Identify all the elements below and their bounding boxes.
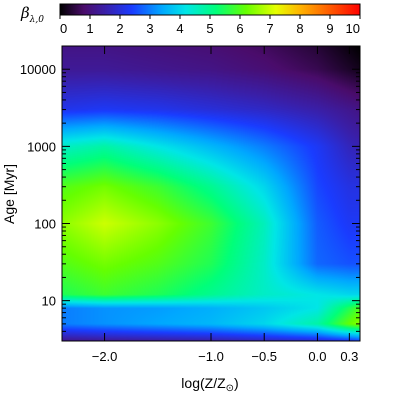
x-axis-label: log(Z/Z⊙): [181, 375, 238, 394]
colorbar-subscript: λ,0: [29, 15, 45, 25]
colorbar-tick-label: 4: [176, 21, 183, 36]
colorbar-tick-label: 6: [236, 21, 243, 36]
x-tick-label: −2.0: [92, 349, 118, 364]
y-tick-label: 10000: [20, 62, 56, 77]
colorbar-tick-label: 8: [296, 21, 303, 36]
colorbar-tick-label: 0: [60, 21, 67, 36]
colorbar-tick-label: 5: [206, 21, 213, 36]
x-tick-label: −0.5: [251, 349, 277, 364]
x-tick-label: 0.3: [340, 349, 358, 364]
colorbar-gradient: [59, 3, 361, 16]
x-axis-ticks: −2.0 −1.0 −0.5 0.0 0.3: [92, 46, 358, 364]
colorbar-symbol: β: [20, 4, 30, 22]
colorbar: βλ,0 0 1 2 3 4 5 6 7 8 9 10: [20, 3, 361, 36]
heatmap-image: [62, 46, 360, 341]
y-tick-label: 1000: [27, 139, 56, 154]
y-axis-label: Age [Myr]: [1, 164, 17, 224]
y-tick-label: 100: [34, 217, 56, 232]
y-axis-ticks: 10 100 1000 10000: [20, 45, 360, 342]
x-tick-label: −1.0: [198, 349, 224, 364]
y-tick-label: 10: [42, 294, 56, 309]
colorbar-tick-label: 3: [146, 21, 153, 36]
x-axis-label-sun: ⊙: [226, 383, 234, 394]
colorbar-tick-label: 7: [266, 21, 273, 36]
x-tick-label: 0.0: [308, 349, 326, 364]
colorbar-tick-label: 10: [346, 21, 360, 36]
colorbar-tick-label: 1: [86, 21, 93, 36]
colorbar-tick-label: 2: [116, 21, 123, 36]
colorbar-ticks: 0 1 2 3 4 5 6 7 8 9 10: [59, 15, 361, 36]
heatmap-area: [62, 46, 360, 341]
colorbar-title: βλ,0: [20, 4, 44, 25]
colorbar-tick-label: 9: [326, 21, 333, 36]
